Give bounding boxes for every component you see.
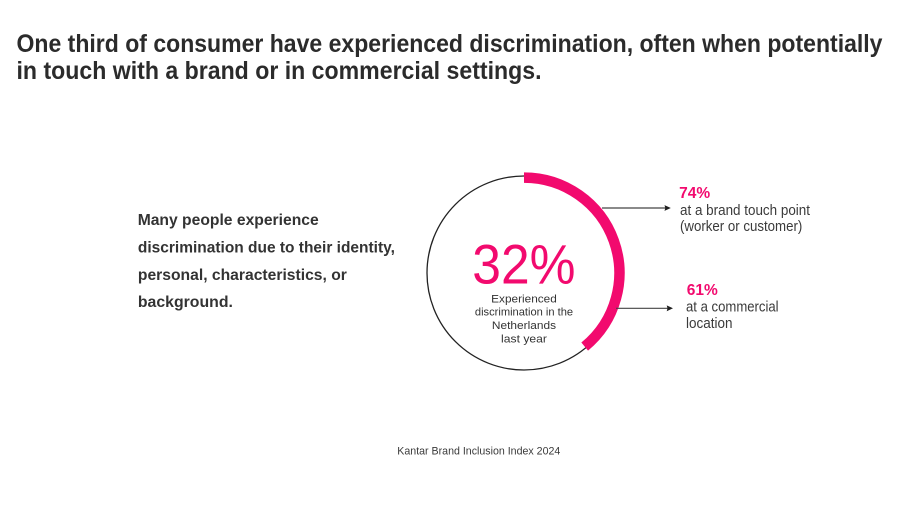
svg-text:Many people experience: Many people experience — [138, 212, 319, 229]
svg-text:Kantar Brand Inclusion Index 2: Kantar Brand Inclusion Index 2024 — [397, 445, 560, 457]
svg-text:last year: last year — [501, 334, 547, 346]
svg-text:background.: background. — [138, 294, 233, 311]
svg-text:location: location — [686, 316, 733, 332]
svg-text:at a commercial: at a commercial — [686, 300, 779, 316]
svg-text:32%: 32% — [472, 232, 575, 295]
svg-text:in touch with a brand or in co: in touch with a brand or in commercial s… — [17, 57, 542, 85]
svg-text:(worker or customer): (worker or customer) — [680, 219, 802, 235]
svg-text:74%: 74% — [679, 185, 710, 202]
svg-text:discrimination in the: discrimination in the — [475, 307, 573, 319]
svg-text:61%: 61% — [687, 282, 718, 299]
svg-text:Experienced: Experienced — [491, 294, 557, 306]
svg-text:discrimination due to their id: discrimination due to their identity, — [138, 239, 395, 256]
svg-text:Netherlands: Netherlands — [492, 320, 557, 332]
svg-text:One third of consumer have exp: One third of consumer have experienced d… — [17, 30, 883, 58]
svg-text:at a brand touch point: at a brand touch point — [680, 203, 810, 219]
svg-text:personal, characteristics, or: personal, characteristics, or — [138, 267, 347, 284]
